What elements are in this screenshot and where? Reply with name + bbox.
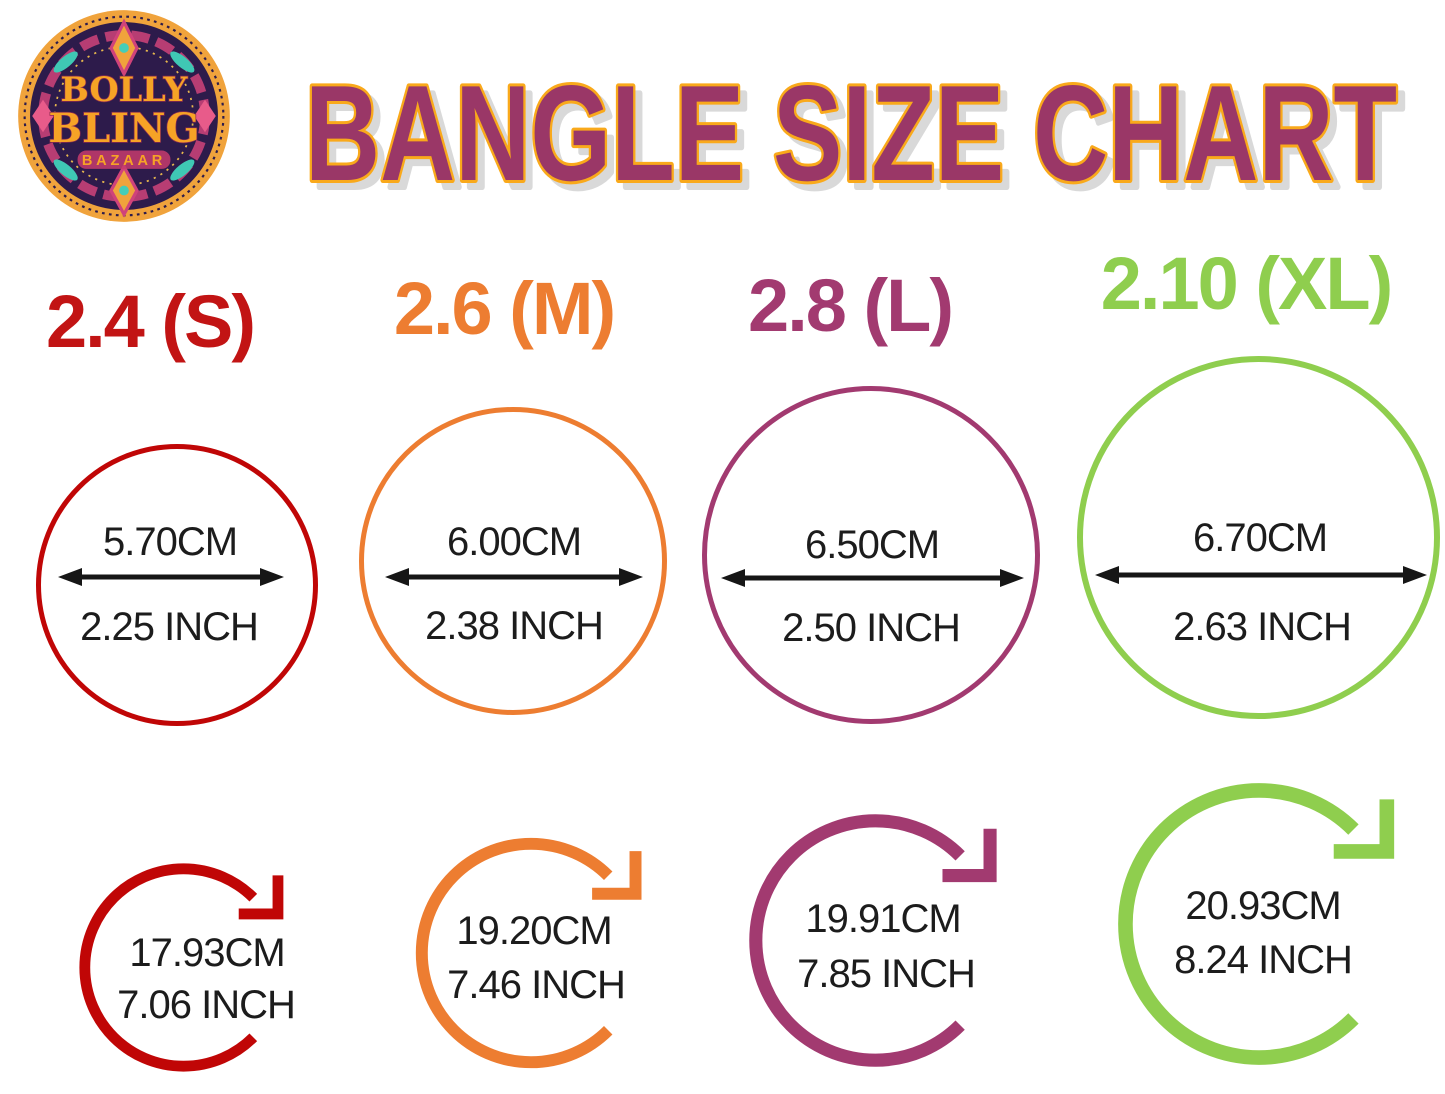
brand-logo: BOLLY BLING BAZAAR (16, 8, 232, 229)
circumference-arrow-icon-xlarge (1118, 783, 1395, 1065)
circumference-inch-text-medium: 7.46 INCH (447, 963, 626, 1007)
diameter-cm-text-xlarge: 6.70CM (1192, 516, 1328, 560)
size-label-large: 2.8 (L) (748, 264, 954, 347)
logo-word-bling: BLING (48, 105, 199, 152)
circumference-cm-text-small: 17.93CM (129, 931, 285, 975)
circumference-cm-text-medium: 19.20CM (456, 909, 612, 953)
diameter-arrow-icon-small (58, 568, 284, 586)
diameter-arrow-icon-medium (385, 568, 643, 586)
circumference-cm-text-xlarge: 20.93CM (1185, 884, 1341, 928)
diameter-circle-large (702, 386, 1040, 724)
diameter-cm-text-small: 5.70CM (102, 520, 238, 564)
circumference-inch-text-large: 7.85 INCH (797, 952, 976, 996)
diameter-inch-text-small: 2.25 INCH (80, 605, 259, 649)
size-label-medium: 2.6 (M) (393, 267, 616, 350)
page-title-text: BANGLE SIZE CHART (305, 57, 1397, 209)
logo-word-bolly: BOLLY (61, 70, 189, 109)
diameter-circle-small (36, 444, 318, 726)
brand-logo-badge-icon: BOLLY BLING BAZAAR (18, 10, 230, 222)
diameter-cm-text-medium: 6.00CM (446, 520, 582, 564)
diameter-circle-medium (359, 407, 667, 715)
diameter-cm-text-large: 6.50CM (804, 523, 940, 567)
size-label-xlarge: 2.10 (XL) (1100, 242, 1393, 325)
size-label-small: 2.4 (S) (45, 280, 256, 363)
logo-word-bazaar: BAZAAR (82, 153, 166, 169)
circumference-cm-text-large: 19.91CM (805, 897, 961, 941)
diameter-circle-xlarge (1077, 356, 1440, 719)
circumference-arrow-icon-large (749, 814, 997, 1067)
circumference-arrow-icon-small (79, 863, 284, 1072)
circumference-inch-text-small: 7.06 INCH (117, 983, 296, 1027)
diameter-inch-text-xlarge: 2.63 INCH (1173, 605, 1352, 649)
circumference-arrow-icon-medium (415, 837, 642, 1069)
diameter-inch-text-medium: 2.38 INCH (425, 604, 604, 648)
diameter-arrow-icon-large (721, 569, 1024, 587)
diameter-arrow-icon-xlarge (1095, 566, 1427, 584)
diameter-inch-text-large: 2.50 INCH (782, 606, 961, 650)
page-title: BANGLE SIZE CHART (302, 57, 1400, 212)
circumference-inch-text-xlarge: 8.24 INCH (1174, 938, 1353, 982)
